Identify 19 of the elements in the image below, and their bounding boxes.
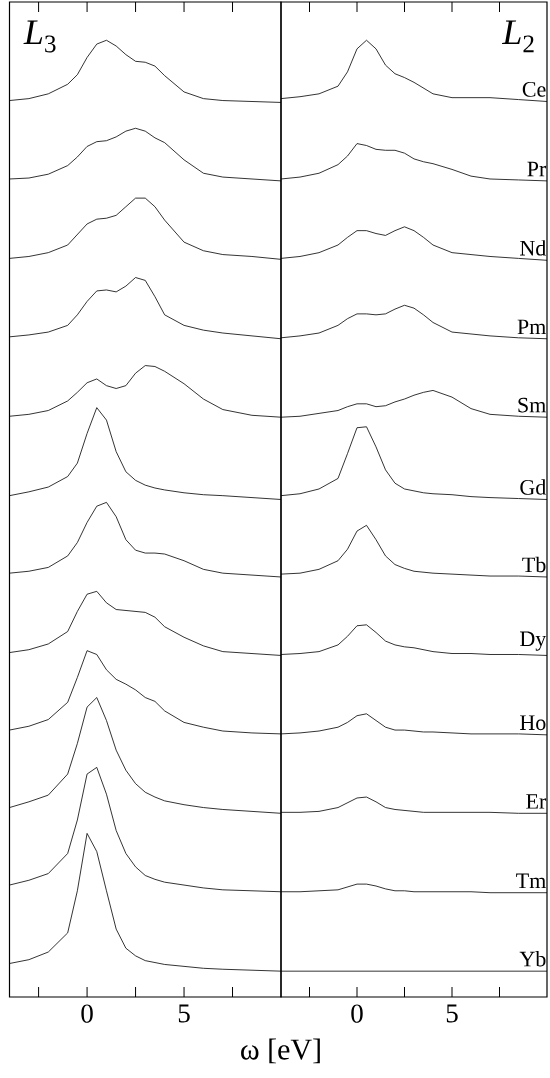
series-label: Yb bbox=[519, 950, 546, 967]
series-label: Tm bbox=[516, 873, 546, 889]
annotation: L$_{2}$ bbox=[501, 20, 534, 53]
x-tick-label: 0 bbox=[81, 1004, 93, 1023]
series-label: Tb bbox=[522, 556, 546, 573]
annotation: L$_{3}$ bbox=[23, 20, 56, 53]
series-label: Gd bbox=[520, 479, 547, 495]
series-label: Nd bbox=[520, 240, 547, 256]
series-label: Er bbox=[526, 794, 547, 809]
x-axis-title: ω [eV] bbox=[241, 1038, 320, 1064]
x-tick-label: 5 bbox=[446, 1004, 458, 1023]
series-label: Pm bbox=[517, 319, 546, 335]
x-tick-label: 5 bbox=[178, 1004, 190, 1023]
series-label: Pr bbox=[527, 161, 547, 177]
x-tick-label: 0 bbox=[351, 1004, 363, 1023]
series-label: Ho bbox=[520, 715, 546, 731]
series-label: Dy bbox=[520, 631, 547, 651]
series-label: Ce bbox=[522, 82, 546, 97]
series-label: Sm bbox=[518, 397, 546, 413]
